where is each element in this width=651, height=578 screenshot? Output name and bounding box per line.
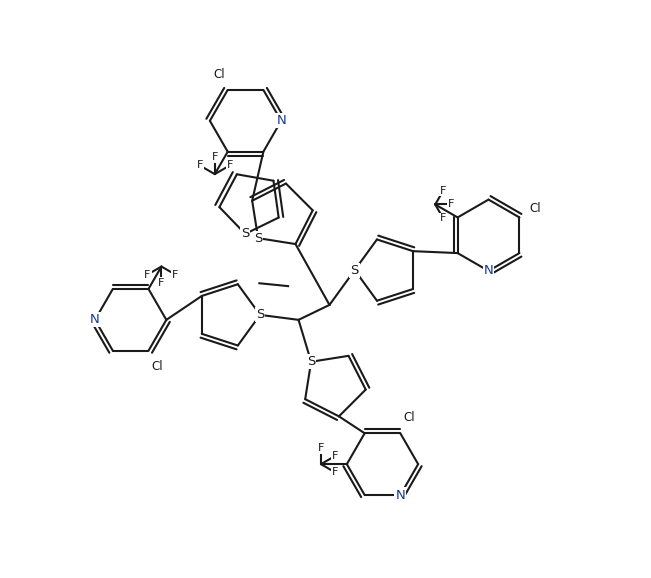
Text: Cl: Cl xyxy=(152,360,163,373)
Text: F: F xyxy=(158,277,165,288)
Text: F: F xyxy=(197,161,203,171)
Text: S: S xyxy=(241,227,249,240)
Text: S: S xyxy=(307,355,315,368)
Text: S: S xyxy=(350,264,359,277)
Text: F: F xyxy=(448,199,454,209)
Text: N: N xyxy=(90,313,100,327)
Text: N: N xyxy=(395,488,405,502)
Text: Cl: Cl xyxy=(213,68,225,81)
Text: F: F xyxy=(332,467,338,477)
Text: F: F xyxy=(440,213,447,224)
Text: F: F xyxy=(173,269,178,280)
Text: Cl: Cl xyxy=(212,68,225,81)
Text: F: F xyxy=(227,161,233,171)
Text: Cl: Cl xyxy=(529,202,541,215)
Text: F: F xyxy=(440,186,447,195)
Text: F: F xyxy=(332,451,338,461)
Text: F: F xyxy=(318,443,324,453)
Text: S: S xyxy=(256,309,264,321)
Text: N: N xyxy=(276,114,286,127)
Text: N: N xyxy=(484,264,493,277)
Text: F: F xyxy=(145,269,150,280)
Text: S: S xyxy=(254,232,262,244)
Text: Cl: Cl xyxy=(404,412,415,424)
Text: F: F xyxy=(212,152,218,162)
